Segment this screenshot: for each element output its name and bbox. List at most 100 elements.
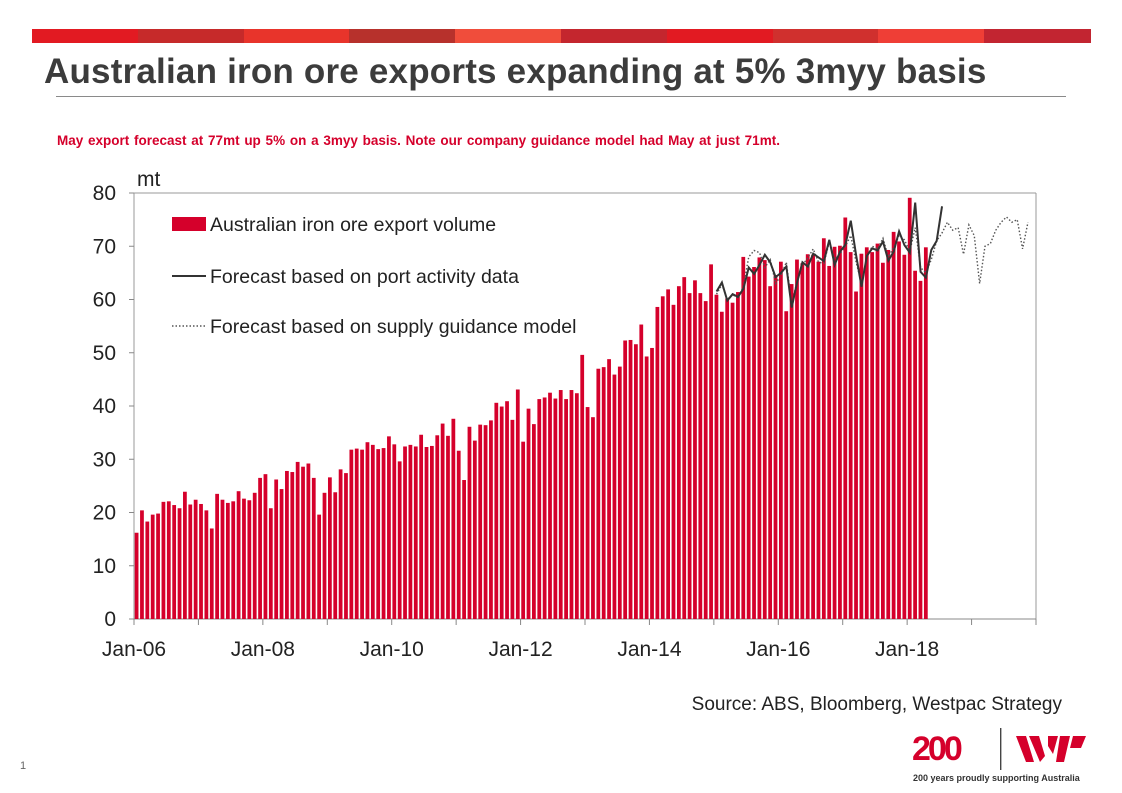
bar	[413, 446, 418, 619]
bar	[623, 340, 628, 619]
bar	[821, 238, 826, 619]
bar	[301, 466, 305, 619]
x-tick-label: Jan-12	[488, 638, 552, 661]
bar	[714, 294, 719, 619]
bar	[800, 263, 805, 619]
bar	[698, 293, 703, 619]
bar	[687, 293, 692, 619]
bar	[827, 265, 832, 619]
bar	[526, 408, 531, 619]
bar	[499, 406, 504, 619]
bar	[843, 217, 848, 619]
bar	[183, 491, 187, 619]
bar	[666, 289, 671, 619]
bar	[489, 420, 493, 619]
westpac-200-logo: 200	[912, 728, 1086, 770]
bar	[676, 286, 681, 619]
bar	[634, 344, 638, 619]
bar	[440, 423, 445, 619]
bar	[558, 390, 563, 619]
bar	[317, 514, 322, 619]
band-segment	[455, 29, 562, 43]
y-tick-label: 50	[93, 342, 116, 365]
band-segment	[349, 29, 457, 43]
bar	[703, 301, 708, 619]
bar	[370, 444, 375, 619]
bar	[397, 461, 402, 619]
bar	[816, 261, 821, 619]
bar	[290, 472, 295, 619]
bar	[236, 491, 241, 619]
bar	[773, 275, 778, 619]
bar	[719, 311, 724, 619]
guidance-model-line	[715, 215, 1029, 305]
slide-title: Australian iron ore exports expanding at…	[44, 52, 987, 91]
bar	[462, 480, 466, 619]
bar	[580, 354, 585, 619]
bar	[693, 280, 697, 619]
bar	[242, 498, 246, 619]
bar	[322, 492, 327, 619]
bar	[145, 521, 150, 619]
logo-divider	[1000, 728, 1002, 770]
page-number: 1	[20, 760, 27, 772]
bar	[768, 286, 773, 619]
bar	[472, 440, 477, 619]
bar	[709, 264, 713, 619]
title-divider	[56, 96, 1066, 97]
source-note: Source: ABS, Bloomberg, Westpac Strategy	[691, 694, 1062, 715]
bar	[617, 366, 622, 619]
y-tick-label: 0	[104, 608, 116, 631]
bar	[424, 447, 429, 619]
bar	[430, 445, 434, 619]
band-segment	[561, 29, 668, 43]
bar	[591, 417, 595, 619]
bar	[811, 254, 815, 619]
bar	[360, 449, 364, 619]
bar	[467, 426, 472, 619]
y-tick-label: 70	[93, 235, 116, 258]
bar	[333, 492, 338, 619]
bar	[285, 470, 289, 619]
bar	[510, 419, 515, 619]
x-tick-label: Jan-14	[617, 638, 682, 661]
slide-subtitle: May export forecast at 77mt up 5% on a 3…	[57, 133, 780, 148]
bar	[741, 256, 746, 619]
bar	[778, 261, 783, 619]
bar	[435, 435, 440, 619]
bar	[730, 302, 735, 619]
legend-label-bars: Australian iron ore export volume	[210, 214, 496, 236]
bar	[199, 503, 203, 619]
bar	[161, 501, 166, 619]
bar	[757, 257, 762, 619]
bar	[789, 284, 794, 619]
band-segment	[243, 29, 351, 43]
bar	[306, 463, 311, 619]
bar	[864, 247, 869, 619]
bar	[886, 249, 891, 619]
y-tick-label: 40	[93, 395, 116, 418]
bar	[639, 324, 644, 619]
bar	[762, 260, 767, 619]
bar	[907, 197, 912, 619]
westpac-w-icon	[1016, 736, 1086, 762]
bar	[564, 399, 568, 619]
x-tick-label: Jan-16	[746, 638, 810, 661]
bar	[338, 469, 343, 619]
y-tick-label: 10	[93, 555, 116, 578]
bar	[172, 505, 177, 619]
bar	[601, 367, 606, 619]
bar	[682, 277, 687, 619]
y-unit-label: mt	[137, 168, 160, 191]
y-tick-label: 20	[93, 502, 116, 525]
bar	[832, 246, 837, 619]
bar	[258, 477, 262, 619]
bar	[215, 493, 220, 619]
y-tick-label: 60	[93, 289, 116, 312]
bar	[521, 441, 526, 619]
bar	[553, 398, 558, 619]
bar	[805, 254, 810, 619]
logo-200-text: 200	[912, 730, 962, 768]
bar	[140, 510, 144, 619]
bar	[612, 374, 617, 619]
